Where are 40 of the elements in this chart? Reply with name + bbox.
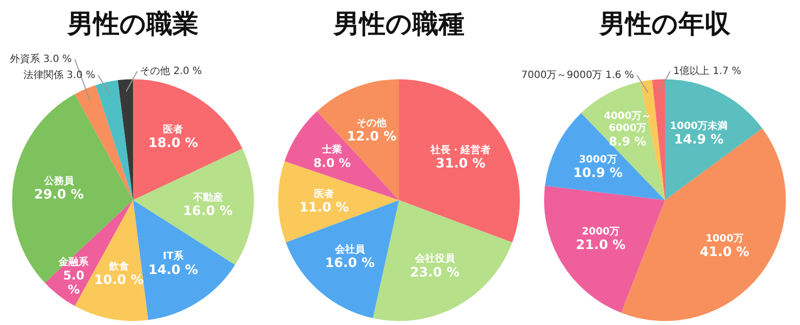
slice-label: 会社員 (334, 243, 366, 256)
slice-label: 外資系 3.0 % (10, 52, 72, 66)
data-label: 14.0 % (148, 262, 198, 278)
data-label: 10.9 % (573, 166, 623, 182)
slice-label: 不動産 (192, 191, 223, 204)
data-label: 12.0 % (346, 130, 396, 145)
slice-label: 医者 (163, 123, 184, 136)
slice-label: その他 (356, 116, 388, 129)
chart-title: 男性の年収 (598, 9, 732, 40)
data-label: 21.0 % (576, 238, 626, 254)
data-label: 16.0 % (325, 256, 375, 272)
data-label: 16.0 % (182, 204, 233, 220)
data-label: 23.0 % (410, 265, 460, 280)
slice-label: その他 2.0 % (140, 65, 202, 78)
data-label: 10.0 % (94, 273, 144, 288)
data-label: 14.9 % (674, 132, 724, 148)
slice-label: 1億以上 1.7 % (673, 64, 742, 78)
slice-label: 士業 (321, 143, 342, 156)
data-label: 31.0 % (436, 156, 486, 172)
slice-label: 2000万 (582, 226, 620, 238)
slice-label: 法律関係 3.0 % (23, 68, 96, 82)
data-label: 18.0 % (148, 136, 198, 152)
slice-label: 飲食 (108, 260, 129, 272)
data-label: 29.0 % (34, 188, 84, 203)
data-label: 5.0 % (63, 268, 84, 297)
slice-label: 会社役員 (414, 252, 456, 265)
slice-label: 7000万～9000万 1.6 % (521, 69, 634, 82)
slice-label: 1000万未満 (670, 120, 728, 132)
data-label: 8.9 % (608, 134, 646, 149)
slice-label: 医者 (314, 188, 334, 200)
chart-title: 男性の職業 (66, 9, 198, 40)
data-label: 11.0 % (299, 200, 349, 216)
chart-title: 男性の職種 (332, 9, 464, 40)
slice-label: 3000万 (578, 154, 617, 166)
slice-label: 1000万 (706, 233, 744, 244)
slice-label: 公務員 (42, 174, 75, 187)
data-label: 8.0 % (313, 156, 351, 170)
slice-label: IT系 (162, 250, 184, 262)
data-label: 41.0 % (700, 245, 750, 260)
slice-label: 社長・経営者 (430, 144, 491, 156)
